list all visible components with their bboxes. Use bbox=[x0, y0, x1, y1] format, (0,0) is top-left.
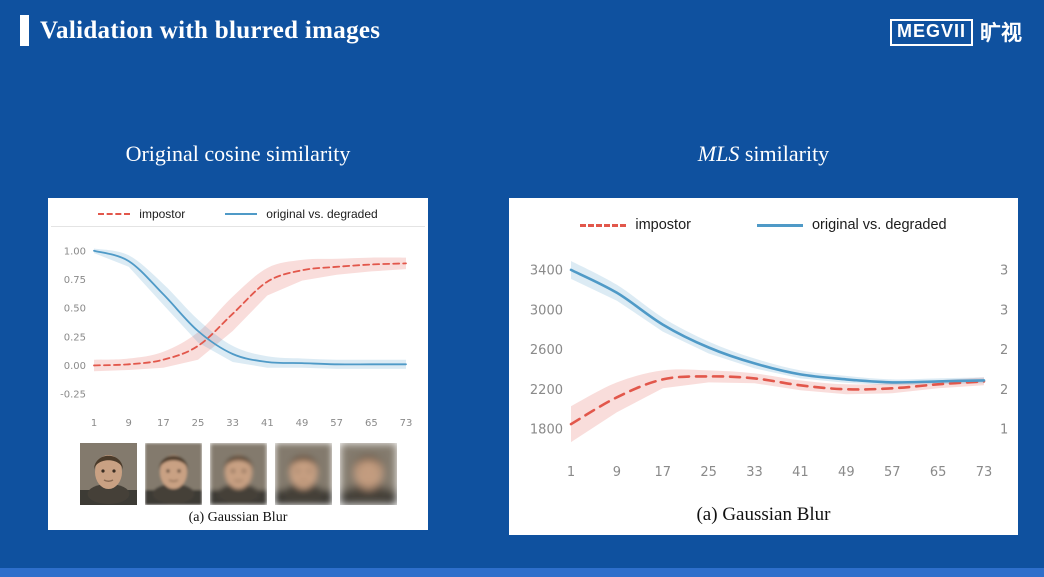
svg-text:2200: 2200 bbox=[530, 383, 563, 398]
svg-text:2: 2 bbox=[1000, 343, 1008, 358]
bottom-accent-strip bbox=[0, 568, 1044, 577]
svg-text:0.50: 0.50 bbox=[64, 304, 86, 315]
legend-item-degraded: original vs. degraded bbox=[225, 207, 378, 221]
svg-text:1: 1 bbox=[567, 465, 575, 480]
slide-title: Validation with blurred images bbox=[40, 16, 381, 44]
mls-similarity-card: impostor original vs. degraded 1800 2200 2… bbox=[509, 198, 1018, 535]
svg-text:0.25: 0.25 bbox=[64, 332, 86, 343]
right-chart-legend: impostor original vs. degraded bbox=[509, 198, 1018, 240]
legend-item-impostor: impostor bbox=[580, 217, 691, 233]
cosine-similarity-chart: 1.00 0.75 0.50 0.25 0.00 -0.25 1 9 17 25 33 41 49 57 6… bbox=[60, 246, 413, 429]
face-image-1 bbox=[79, 443, 137, 505]
legend-label-impostor: impostor bbox=[139, 207, 186, 221]
legend-label-degraded: original vs. degraded bbox=[266, 207, 378, 221]
svg-text:57: 57 bbox=[884, 465, 901, 480]
face-blur-strip bbox=[48, 443, 428, 505]
impostor-dashed-line-sample-icon bbox=[580, 223, 627, 227]
svg-text:3: 3 bbox=[1000, 263, 1008, 278]
svg-text:1.00: 1.00 bbox=[64, 246, 86, 257]
right-panel-title: MLS similarity bbox=[509, 141, 1018, 167]
svg-text:73: 73 bbox=[976, 465, 993, 480]
svg-text:0.00: 0.00 bbox=[64, 361, 86, 372]
face-image-5 bbox=[339, 443, 397, 505]
svg-text:17: 17 bbox=[157, 418, 170, 429]
megvii-logo-cjk: 旷视 bbox=[980, 22, 1022, 45]
svg-text:65: 65 bbox=[365, 418, 378, 429]
megvii-logo: MEGVII 旷视 bbox=[889, 17, 1022, 47]
cosine-similarity-card: impostor original vs. degraded 1.00 0.75 0… bbox=[48, 198, 428, 530]
svg-text:57: 57 bbox=[330, 418, 343, 429]
left-chart-legend: impostor original vs. degraded bbox=[51, 202, 425, 227]
title-accent-bar bbox=[20, 15, 29, 46]
svg-text:2: 2 bbox=[1000, 383, 1008, 398]
left-caption: (a) Gaussian Blur bbox=[188, 510, 288, 525]
svg-text:2600: 2600 bbox=[530, 343, 563, 358]
svg-text:25: 25 bbox=[700, 465, 717, 480]
right-panel-title-suffix: similarity bbox=[739, 141, 830, 166]
legend-item-impostor: impostor bbox=[98, 207, 185, 221]
svg-text:17: 17 bbox=[655, 465, 672, 480]
svg-text:49: 49 bbox=[296, 418, 309, 429]
svg-text:3000: 3000 bbox=[530, 303, 563, 318]
svg-text:1: 1 bbox=[1000, 423, 1008, 438]
svg-text:3: 3 bbox=[1000, 303, 1008, 318]
svg-text:25: 25 bbox=[192, 418, 205, 429]
svg-text:41: 41 bbox=[261, 418, 274, 429]
face-image-3 bbox=[209, 443, 267, 505]
impostor-dashed-line-sample-icon bbox=[98, 213, 131, 215]
right-panel-title-italic: MLS bbox=[697, 141, 740, 166]
degraded-solid-line-sample-icon bbox=[756, 223, 803, 227]
megvii-logo-box: MEGVII bbox=[889, 18, 973, 46]
svg-text:1800: 1800 bbox=[530, 423, 563, 438]
legend-label-impostor: impostor bbox=[635, 217, 691, 233]
svg-text:33: 33 bbox=[746, 465, 763, 480]
slide-header: Validation with blurred images bbox=[20, 15, 380, 46]
svg-text:41: 41 bbox=[792, 465, 809, 480]
legend-item-degraded: original vs. degraded bbox=[756, 217, 947, 233]
svg-text:73: 73 bbox=[400, 418, 413, 429]
svg-text:33: 33 bbox=[226, 418, 239, 429]
right-caption: (a) Gaussian Blur bbox=[696, 504, 831, 525]
left-panel-title: Original cosine similarity bbox=[125, 141, 351, 166]
svg-text:9: 9 bbox=[125, 418, 131, 429]
face-image-4 bbox=[274, 443, 332, 505]
svg-text:9: 9 bbox=[613, 465, 621, 480]
degraded-solid-line-sample-icon bbox=[225, 213, 258, 215]
svg-text:-0.25: -0.25 bbox=[60, 390, 86, 401]
svg-text:65: 65 bbox=[930, 465, 947, 480]
svg-text:1: 1 bbox=[91, 418, 97, 429]
face-image-2 bbox=[144, 443, 202, 505]
legend-label-degraded: original vs. degraded bbox=[811, 217, 947, 233]
svg-text:49: 49 bbox=[838, 465, 855, 480]
svg-text:3400: 3400 bbox=[530, 263, 563, 278]
svg-text:0.75: 0.75 bbox=[64, 275, 86, 286]
